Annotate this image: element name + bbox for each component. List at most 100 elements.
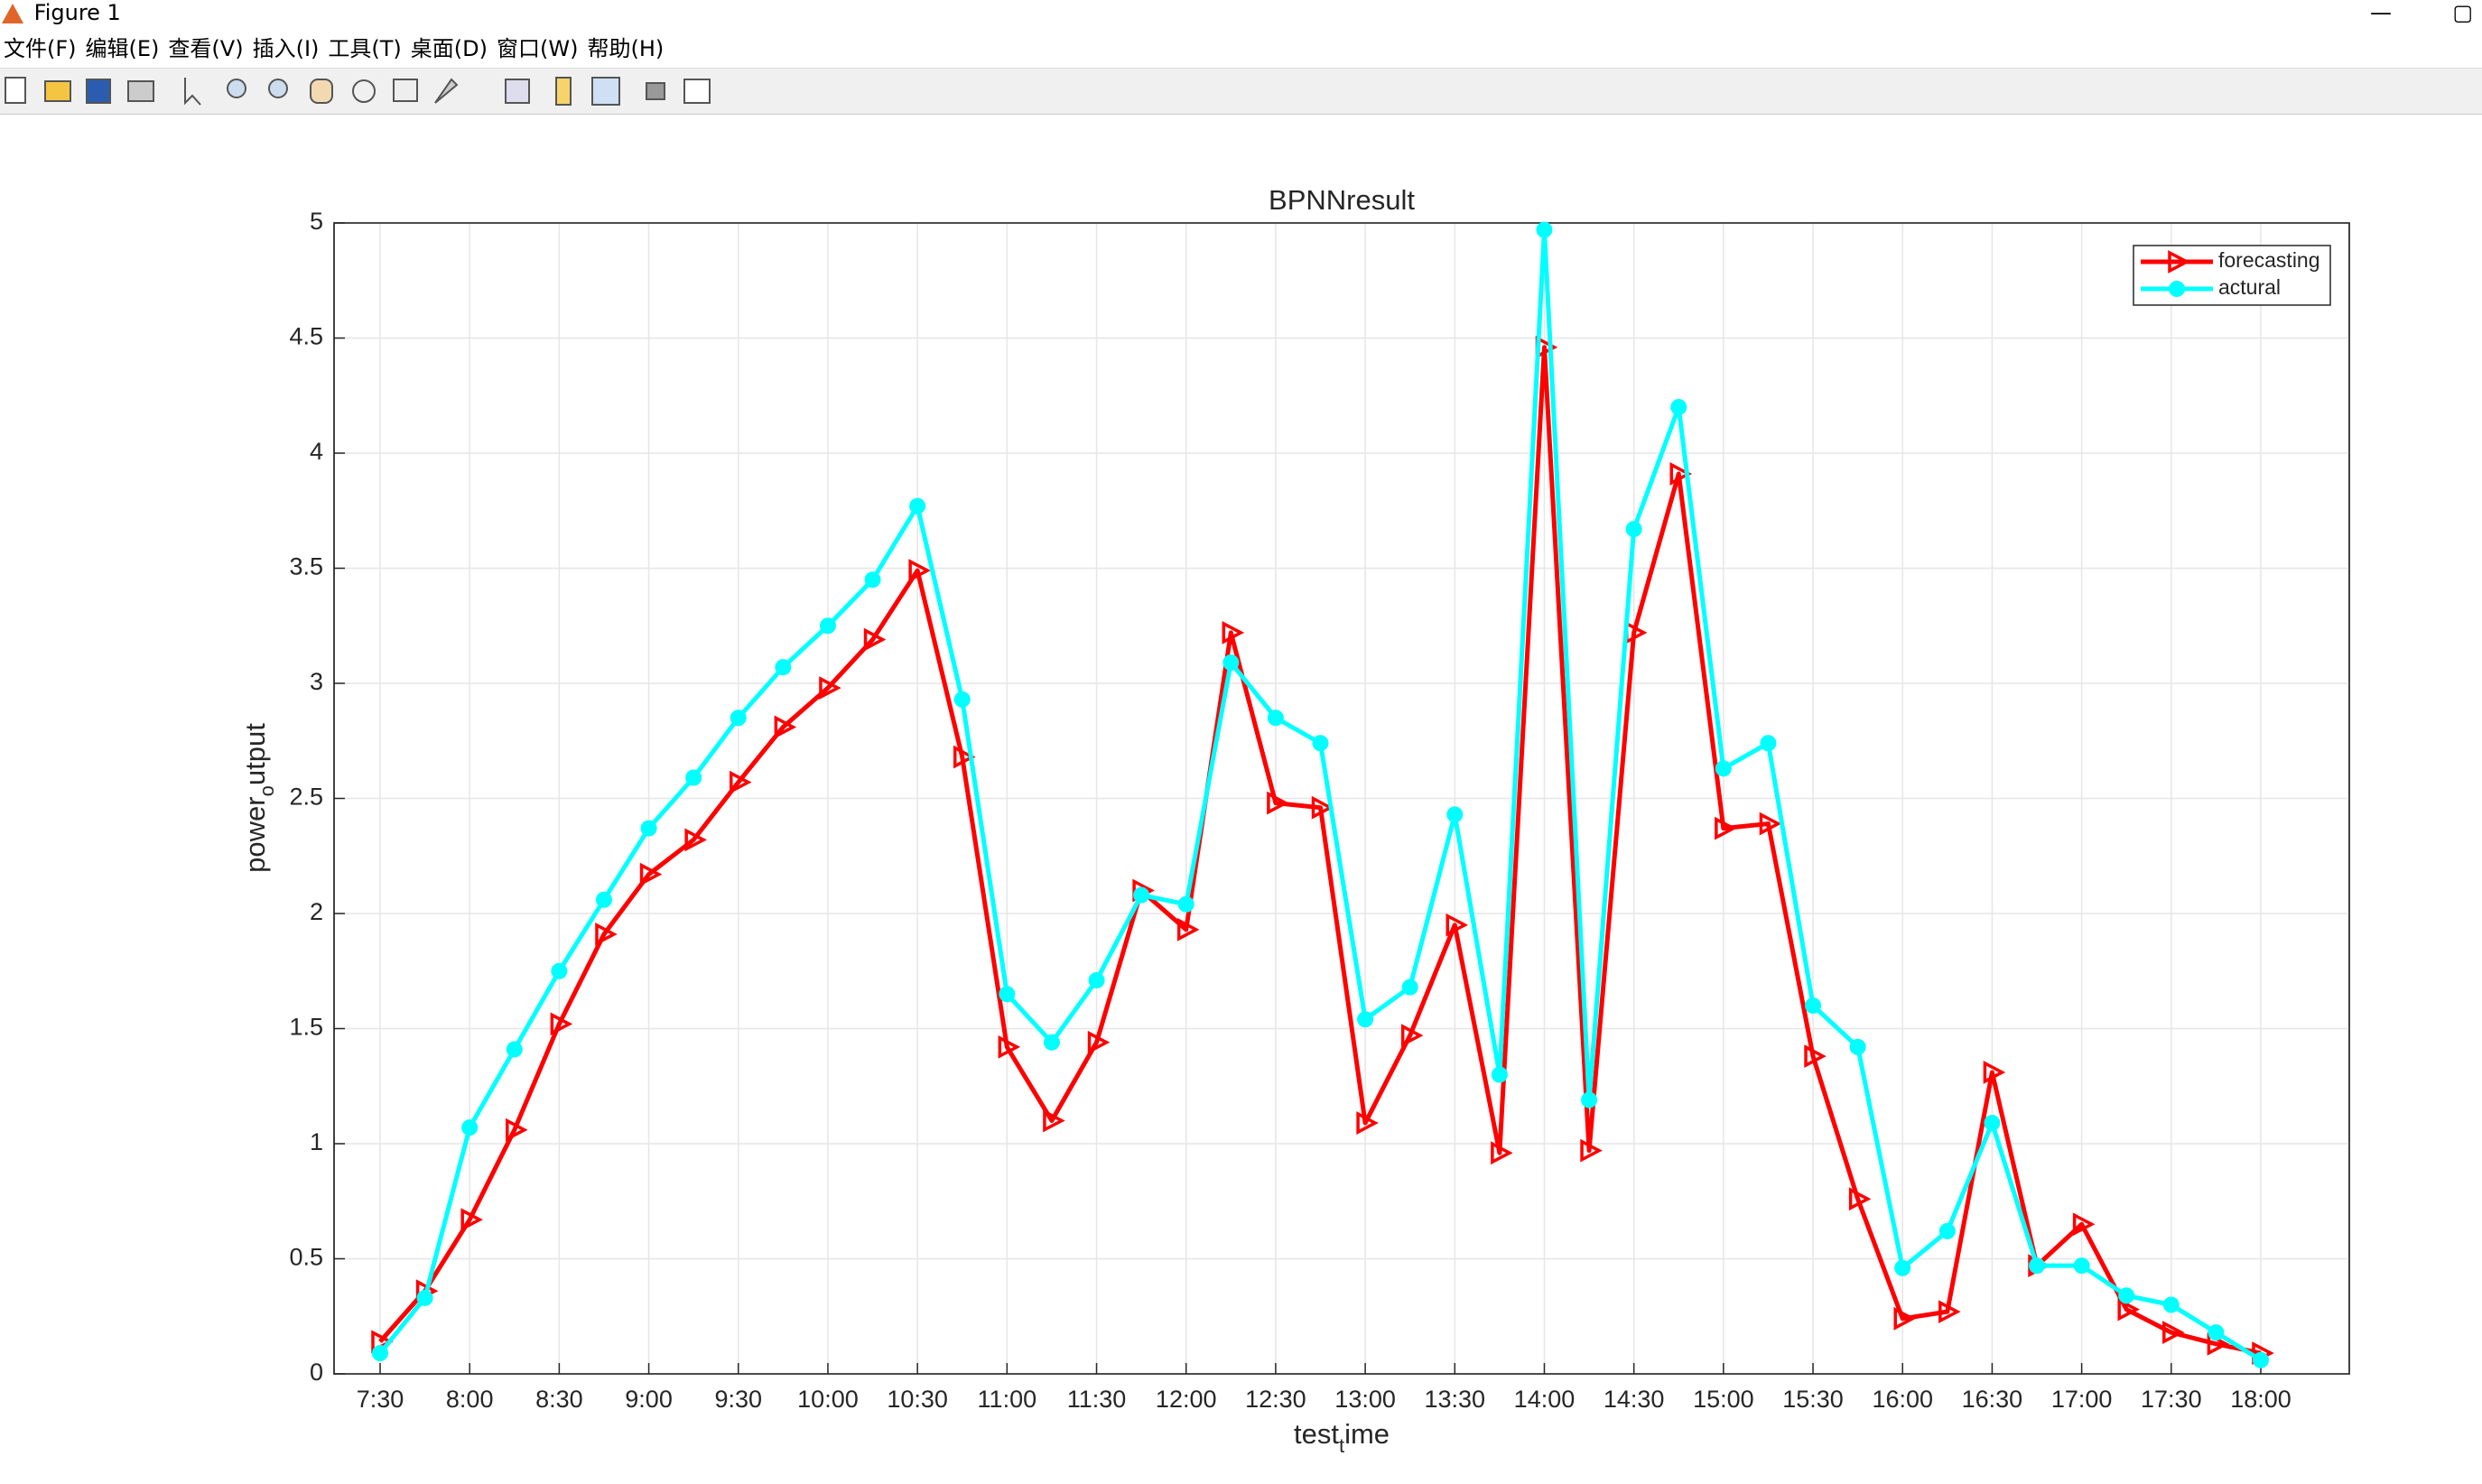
data-point — [372, 1345, 388, 1362]
data-point — [1669, 462, 1693, 486]
data-point — [1087, 1030, 1111, 1054]
save-icon[interactable] — [86, 79, 111, 104]
y-tick-label: 4 — [310, 438, 323, 465]
colorbar-icon[interactable] — [555, 77, 572, 106]
x-tick-label: 10:00 — [797, 1386, 859, 1413]
y-tick-label: 4.5 — [289, 323, 323, 350]
menu-item[interactable]: 窗口(W) — [497, 36, 579, 61]
data-point — [730, 770, 752, 794]
data-point — [1670, 399, 1687, 415]
data-point — [999, 986, 1016, 1003]
data-point — [1088, 971, 1105, 988]
hide-tools-icon[interactable] — [646, 82, 665, 100]
data-point — [684, 828, 707, 852]
data-point — [551, 962, 568, 979]
data-point — [1267, 710, 1284, 727]
data-point — [1848, 1187, 1872, 1211]
data-point — [1176, 917, 1200, 941]
y-tick-label: 1.5 — [289, 1014, 323, 1041]
data-point — [1894, 1259, 1911, 1276]
y-tick-label: 1 — [310, 1128, 323, 1155]
menu-item[interactable]: 插入(I) — [252, 36, 320, 61]
x-tick-label: 16:30 — [1962, 1386, 2023, 1413]
data-point — [1400, 1024, 1424, 1048]
zoom-out-icon[interactable] — [268, 79, 288, 98]
data-point — [2118, 1287, 2135, 1304]
data-point — [2208, 1324, 2225, 1341]
y-tick-label: 0.5 — [289, 1244, 323, 1271]
y-tick-label: 0 — [310, 1359, 323, 1386]
data-point — [1984, 1115, 2001, 1132]
y-tick-label: 3 — [310, 668, 323, 695]
data-point — [819, 676, 841, 700]
datatip-icon[interactable] — [393, 79, 418, 102]
rotate-icon[interactable] — [352, 79, 376, 103]
data-point — [863, 627, 887, 652]
data-point — [1580, 1138, 1603, 1163]
show-tools-icon[interactable] — [683, 79, 711, 104]
restore-button[interactable]: ▢ — [2452, 0, 2473, 25]
x-tick-label: 15:30 — [1782, 1386, 1844, 1413]
chart: BPNNresult testtime poweroutput 0 0.5 1 1.5… — [239, 184, 2350, 1457]
toolbar — [0, 68, 2482, 115]
axes-frame — [333, 222, 2350, 1375]
x-tick-label: 8:00 — [446, 1386, 494, 1413]
data-point — [1849, 1038, 1866, 1055]
x-axis-label: testtime — [1294, 1418, 1390, 1457]
legend-icon[interactable] — [591, 77, 620, 106]
x-tick-label: 9:30 — [714, 1386, 762, 1413]
x-tick-label: 12:30 — [1245, 1386, 1306, 1413]
menu-item[interactable]: 文件(F) — [4, 36, 77, 61]
data-point — [730, 710, 747, 727]
data-point — [550, 1012, 573, 1036]
data-point — [864, 571, 881, 589]
data-point — [506, 1041, 523, 1058]
link-icon[interactable] — [505, 79, 530, 104]
title-bar: Figure 1 — ▢ — [0, 0, 2482, 27]
y-tick-label: 2 — [310, 898, 323, 925]
data-point — [819, 617, 836, 635]
menu-item[interactable]: 桌面(D) — [410, 36, 488, 61]
x-tick-label: 8:30 — [535, 1386, 583, 1413]
menu-item[interactable]: 编辑(E) — [85, 36, 160, 61]
x-tick-label: 17:30 — [2141, 1386, 2202, 1413]
brush-icon[interactable] — [434, 78, 459, 104]
data-point — [953, 745, 976, 769]
data-point — [595, 923, 618, 946]
data-point — [639, 862, 663, 886]
data-point — [506, 1118, 528, 1142]
data-point — [1536, 221, 1553, 238]
select-icon[interactable] — [184, 78, 201, 106]
pan-icon[interactable] — [310, 79, 333, 104]
window-title: Figure 1 — [33, 0, 121, 25]
minimize-button[interactable]: — — [2370, 0, 2392, 25]
data-point — [2073, 1257, 2090, 1275]
series-line — [378, 345, 2262, 1356]
open-icon[interactable] — [44, 80, 71, 102]
x-tick-label: 18:00 — [2230, 1386, 2291, 1413]
data-point — [1938, 1300, 1961, 1324]
data-point — [1357, 1011, 1374, 1028]
x-tick-label: 11:00 — [978, 1386, 1037, 1413]
data-point — [953, 691, 971, 708]
print-icon[interactable] — [127, 80, 154, 102]
chart-title: BPNNresult — [1269, 184, 1415, 216]
data-point — [416, 1289, 433, 1306]
data-point — [1311, 795, 1334, 820]
data-point — [1581, 1091, 1598, 1108]
menu-item[interactable]: 查看(V) — [168, 36, 244, 61]
y-tick-label: 3.5 — [289, 553, 323, 580]
new-icon[interactable] — [5, 77, 26, 104]
data-point — [1043, 1034, 1060, 1051]
menu-item[interactable]: 帮助(H) — [587, 36, 665, 61]
data-point — [1805, 997, 1822, 1014]
data-point — [1491, 1066, 1508, 1083]
toolbar-icons — [5, 77, 711, 106]
data-point — [1625, 521, 1642, 538]
menu-item[interactable]: 工具(T) — [328, 36, 402, 61]
data-point — [774, 715, 797, 739]
data-point — [1804, 1044, 1827, 1068]
x-tick-label: 9:00 — [625, 1386, 673, 1413]
zoom-in-icon[interactable] — [227, 79, 246, 98]
